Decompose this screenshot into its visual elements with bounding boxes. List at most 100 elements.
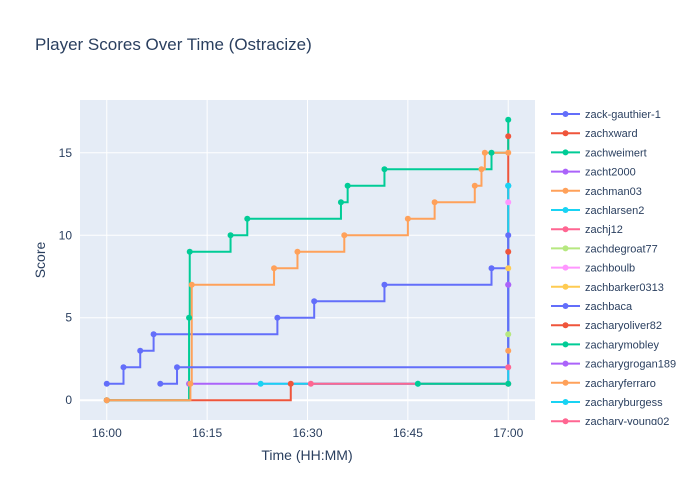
legend-item[interactable]: zachbaca: [551, 301, 633, 313]
legend-item[interactable]: zacht2000: [551, 167, 636, 179]
legend-marker: [562, 399, 569, 405]
data-point-zacharymobley: [505, 380, 512, 387]
data-point-zachxward: [287, 380, 294, 387]
legend-item[interactable]: zacharyburgess: [551, 397, 663, 409]
data-point-zachman03: [294, 248, 301, 255]
data-point-zachweimert: [344, 182, 351, 189]
data-point-zacharyoliver82: [505, 248, 512, 255]
legend-marker: [562, 303, 569, 309]
legend-item[interactable]: zacharymobley: [551, 339, 659, 351]
legend-marker: [562, 379, 569, 386]
legend-label: zachman03: [585, 186, 642, 198]
legend-marker: [562, 149, 569, 156]
data-point-zachman03: [103, 397, 110, 404]
data-point-zachman03: [187, 380, 194, 387]
data-point-zachweimert: [244, 215, 251, 222]
data-point-zachman03: [188, 281, 195, 288]
y-tick-label: 15: [59, 146, 73, 160]
data-point-zachweimert: [227, 232, 234, 239]
data-point-zachary-young02: [505, 364, 512, 371]
legend-item[interactable]: zachxward: [551, 128, 638, 140]
data-point-zachman03: [471, 182, 478, 189]
legend-item[interactable]: zack-gauthier-1: [551, 109, 661, 121]
legend-item[interactable]: zachary-young02: [551, 416, 669, 428]
data-point-zack-gauthier-1: [137, 347, 144, 354]
data-point-zachman03: [478, 166, 485, 173]
legend-label: zacht2000: [585, 167, 636, 179]
legend-label: zacharygrogan189: [585, 359, 676, 371]
data-point-zachboulb: [505, 199, 512, 206]
data-point-zack-gauthier-1: [488, 265, 495, 272]
data-point-zachman03: [341, 232, 348, 239]
data-point-zacharymobley: [414, 380, 421, 387]
legend-label: zacharyferraro: [585, 378, 656, 390]
data-point-zack-gauthier-1: [274, 314, 281, 321]
x-tick-label: 16:00: [92, 426, 122, 440]
data-point-zachxward: [505, 133, 512, 140]
data-point-zachbaca: [157, 380, 164, 387]
legend-marker: [562, 341, 569, 348]
legend-item[interactable]: zacharygrogan189: [551, 359, 676, 371]
data-point-zachman03: [481, 149, 488, 156]
data-point-zachbarker0313: [505, 265, 512, 272]
legend-label: zachary-young02: [585, 416, 669, 428]
legend-item[interactable]: zachdegroat77: [551, 243, 658, 255]
chart-title: Player Scores Over Time (Ostracize): [35, 35, 312, 54]
y-axis-ticks: 0 5 10 15: [59, 146, 73, 407]
legend-item[interactable]: zachboulb: [551, 263, 635, 275]
data-point-zack-gauthier-1: [311, 298, 318, 305]
legend-marker: [562, 226, 569, 233]
legend-label: zachlarsen2: [585, 205, 644, 217]
plot-layer: [103, 116, 512, 404]
legend-marker: [562, 111, 569, 117]
data-point-zacharygrogan189: [505, 281, 512, 288]
data-point-zachman03: [505, 149, 512, 156]
legend-label: zachj12: [585, 224, 623, 236]
x-axis-title: Time (HH:MM): [261, 447, 352, 463]
series-line-zachman03: [106, 151, 509, 402]
legend-item[interactable]: zachbarker0313: [551, 282, 664, 294]
data-point-zachdegroat77: [505, 331, 512, 338]
legend-marker: [562, 264, 569, 271]
data-point-zacharyburgess: [505, 182, 512, 189]
legend-label: zachdegroat77: [585, 243, 658, 255]
legend-marker: [562, 360, 569, 367]
data-point-zack-gauthier-1: [381, 281, 388, 288]
data-point-zachweimert: [186, 314, 193, 321]
legend-label: zachbaca: [585, 301, 633, 313]
legend-marker: [562, 283, 569, 290]
legend-marker: [562, 187, 569, 194]
legend-label: zachweimert: [585, 147, 647, 159]
data-point-zachbaca: [505, 232, 512, 239]
legend-item[interactable]: zacharyoliver82: [551, 320, 662, 332]
legend-label: zacharymobley: [585, 339, 659, 351]
data-point-zack-gauthier-1: [120, 364, 127, 371]
legend-label: zacharyburgess: [585, 397, 663, 409]
legend-item[interactable]: zachj12: [551, 224, 623, 236]
legend-item[interactable]: zachlarsen2: [551, 205, 644, 217]
data-point-zachweimert: [186, 248, 193, 255]
legend-label: zachxward: [585, 128, 638, 140]
data-point-zachman03: [404, 215, 411, 222]
data-point-zachman03: [271, 265, 278, 272]
data-point-zachweimert: [337, 199, 344, 206]
legend-item[interactable]: zacharyferraro: [551, 378, 656, 390]
x-tick-label: 16:15: [192, 426, 222, 440]
legend-label: zacharyoliver82: [585, 320, 662, 332]
y-tick-label: 5: [65, 311, 72, 325]
data-point-zachlarsen2: [257, 380, 264, 387]
data-point-zacharyferraro: [505, 347, 512, 354]
legend-item[interactable]: zachweimert: [551, 147, 647, 159]
series-markers: [103, 116, 512, 404]
legend-marker: [562, 130, 569, 137]
legend-marker: [562, 168, 569, 175]
legend-item[interactable]: zachman03: [551, 186, 642, 198]
legend-label: zachbarker0313: [585, 282, 664, 294]
data-point-zachweimert: [381, 166, 388, 173]
legend-marker: [562, 418, 569, 425]
legend-label: zachboulb: [585, 263, 635, 275]
y-tick-label: 10: [59, 228, 73, 242]
data-point-zachweimert: [505, 116, 512, 123]
y-axis-title: Score: [32, 242, 48, 279]
